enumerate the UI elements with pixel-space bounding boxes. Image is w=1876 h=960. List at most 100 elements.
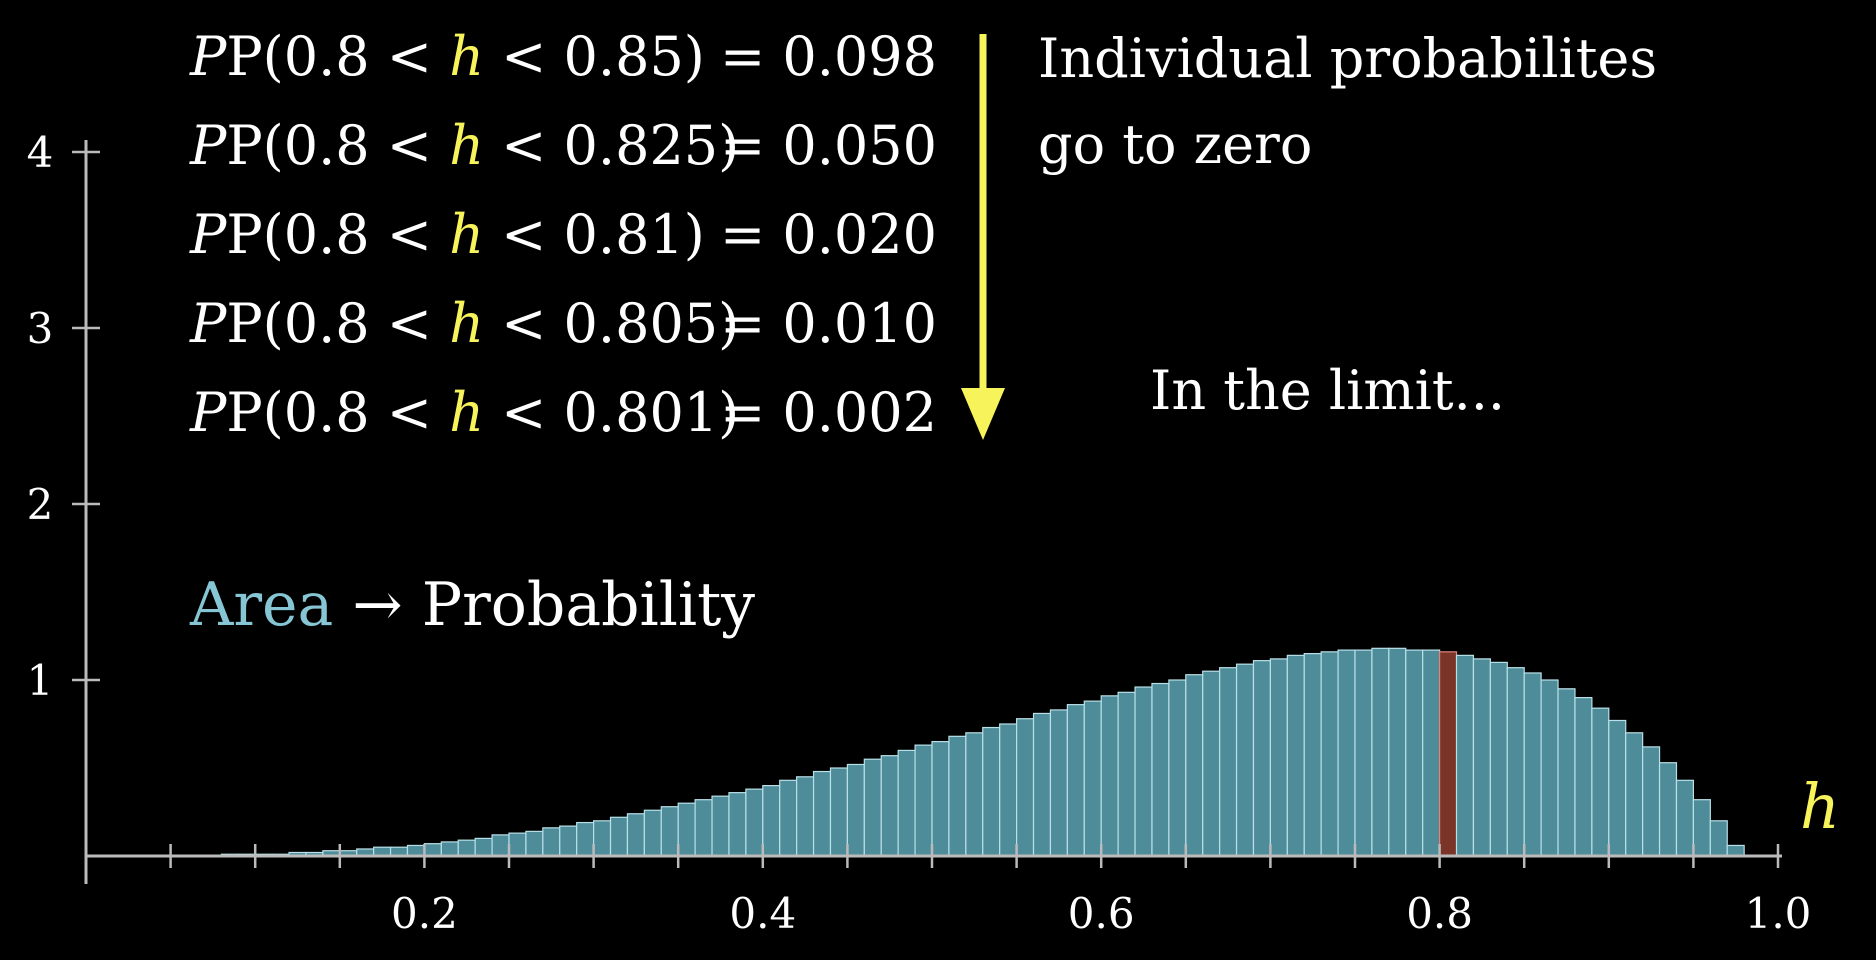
equation-right: < 0.85) [483, 24, 705, 88]
area-word: Area [190, 570, 334, 640]
histogram-bar [796, 776, 815, 857]
histogram-bar [999, 723, 1018, 857]
equation-right: < 0.805) [483, 291, 740, 355]
histogram-bar [1388, 647, 1407, 857]
histogram-bar [1557, 688, 1576, 857]
histogram-bar [1185, 674, 1204, 857]
right-arrow-symbol: → [352, 570, 403, 640]
histogram-bar [1066, 704, 1085, 857]
histogram-bar [711, 795, 730, 857]
histogram-bar [592, 820, 612, 857]
equation-right: < 0.825) [483, 113, 740, 177]
equation-value: = 0.050 [720, 113, 938, 177]
area-probability-title: Area → Probability [190, 570, 755, 640]
histogram-bar [931, 740, 950, 857]
individual-caption-line2: go to zero [1038, 113, 1313, 176]
equation-variable: h [449, 202, 484, 266]
histogram-bar [1337, 649, 1356, 857]
histogram-bar [1692, 799, 1711, 857]
histogram-bar [1726, 844, 1745, 857]
x-tick-label: 0.2 [391, 889, 458, 938]
histogram-bar [660, 806, 679, 857]
equation-left: P(0.8 < [226, 202, 450, 266]
equation-left: P(0.8 < [226, 291, 450, 355]
histogram-bar [1642, 746, 1661, 857]
histogram-bar [948, 735, 967, 857]
histogram-bar [1422, 649, 1441, 857]
equation-row: PP(0.8 < h < 0.805) = 0.010 [190, 291, 938, 355]
equation-left: P(0.8 < [226, 380, 450, 444]
histogram-bar [1151, 682, 1170, 857]
x-tick-label: 0.6 [1068, 889, 1135, 938]
histogram-bar [1202, 670, 1221, 857]
histogram-bar [1235, 663, 1255, 857]
histogram-bar [1354, 649, 1373, 857]
equation-variable: h [449, 291, 484, 355]
histogram-bar [1032, 712, 1052, 857]
histogram-bar [1506, 667, 1525, 857]
histogram-bar [1540, 679, 1559, 857]
histogram-bar [559, 825, 578, 857]
histogram-bar [1303, 652, 1322, 857]
histogram-bar [812, 770, 832, 857]
histogram-bar [965, 732, 984, 857]
equation-variable: h [449, 113, 484, 177]
histogram-bar [982, 726, 1001, 857]
histogram-bar [779, 779, 798, 857]
y-tick-label: 3 [27, 304, 54, 353]
histogram-bar [1489, 661, 1508, 857]
histogram-bar [474, 837, 493, 857]
equation-left: P(0.8 < [226, 113, 450, 177]
highlighted-bar [1438, 651, 1458, 857]
histogram-bar [1455, 654, 1475, 857]
equation-value: = 0.010 [720, 291, 938, 355]
histogram-bar [542, 827, 561, 857]
histogram-bar [440, 841, 459, 857]
histogram-bar [609, 816, 629, 857]
equation-right: < 0.801) [483, 380, 740, 444]
histogram-bar [1168, 679, 1187, 857]
histogram-bar [1472, 658, 1491, 857]
histogram-bar [846, 763, 865, 857]
equation-row: PP(0.8 < h < 0.85) = 0.098 [190, 24, 938, 88]
equation-row: PP(0.8 < h < 0.801) = 0.002 [190, 380, 938, 444]
histogram-bar [1371, 647, 1390, 857]
histogram-bar [457, 839, 476, 857]
histogram-bar [1286, 654, 1305, 857]
histogram-bar [863, 758, 882, 857]
equation-variable: h [449, 24, 484, 88]
histogram-bar [1675, 779, 1694, 857]
histogram-bar [626, 813, 645, 857]
y-tick-label: 1 [27, 656, 54, 705]
x-tick-label: 0.8 [1406, 889, 1473, 938]
individual-caption: Individual probabilites go to zero [1038, 16, 1657, 188]
histogram-bar [762, 784, 781, 857]
y-tick-label: 4 [27, 128, 54, 177]
equation-variable: h [449, 380, 484, 444]
x-tick-label: 0.4 [729, 889, 796, 938]
histogram-bar [829, 767, 848, 857]
histogram-bar [643, 809, 662, 857]
equation-value: = 0.002 [720, 380, 938, 444]
histogram-bar [423, 843, 442, 857]
histogram-bar [1591, 707, 1610, 857]
limit-caption: In the limit... [1150, 359, 1506, 422]
histogram-bar [694, 799, 713, 857]
down-arrow-head [961, 388, 1005, 440]
histogram-bar [1320, 651, 1339, 857]
histogram-bar [1015, 718, 1035, 857]
histogram-bar [677, 802, 696, 857]
probability-word: Probability [421, 570, 756, 640]
y-tick-label: 2 [27, 480, 54, 529]
individual-caption-line1: Individual probabilites [1038, 27, 1658, 90]
histogram-bar [1134, 686, 1153, 857]
histogram-bar [1219, 667, 1238, 857]
histogram-bar [1608, 719, 1627, 857]
equation-value: = 0.020 [720, 202, 938, 266]
equation-left: P(0.8 < [226, 24, 450, 88]
histogram-bar [745, 788, 764, 857]
histogram-bar [1100, 695, 1119, 857]
histogram-bar [491, 834, 510, 857]
